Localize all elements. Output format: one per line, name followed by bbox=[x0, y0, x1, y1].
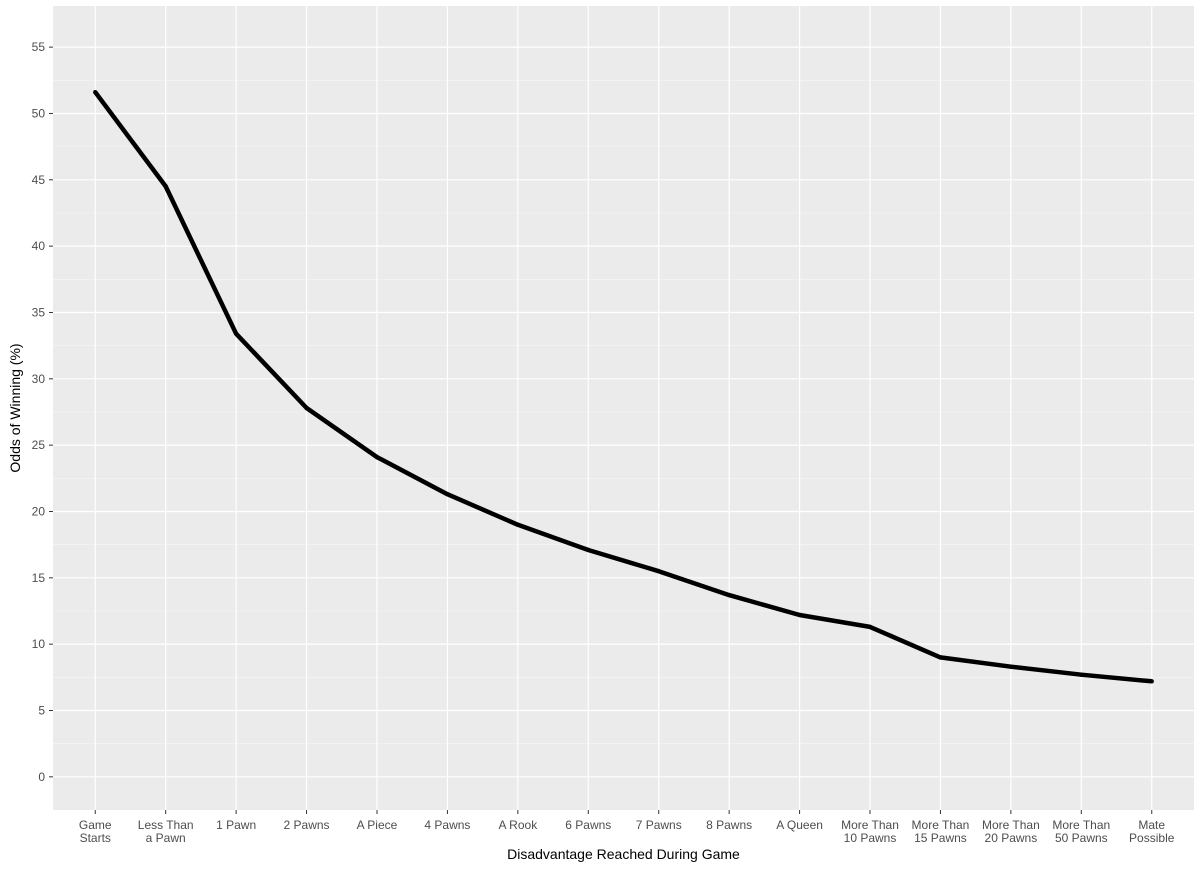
y-tick-label-5: 5 bbox=[38, 703, 45, 717]
x-tick-label-11: More Than 10 Pawns bbox=[841, 818, 899, 845]
y-tick-label-25: 25 bbox=[32, 438, 46, 452]
series-line bbox=[93, 90, 1152, 684]
data-point-8 bbox=[656, 568, 661, 574]
data-point-14 bbox=[1079, 672, 1084, 677]
y-tick-label-55: 55 bbox=[32, 40, 46, 54]
data-point-1 bbox=[163, 184, 168, 189]
x-tick-label-5: 4 Pawns bbox=[424, 818, 470, 832]
data-point-4 bbox=[374, 454, 380, 460]
x-tick-label-7: 6 Pawns bbox=[565, 818, 611, 832]
data-point-6 bbox=[515, 522, 521, 527]
plot-panel bbox=[53, 6, 1194, 810]
x-tick-label-14: More Than 50 Pawns bbox=[1052, 818, 1110, 845]
y-tick-label-30: 30 bbox=[32, 372, 46, 386]
x-tick-label-1: Less Than a Pawn bbox=[138, 818, 194, 845]
x-axis: Game Starts Less Than a Pawn 1 Pawn 2 Pawns A … bbox=[79, 810, 1175, 845]
y-axis: 0 5 10 15 20 25 30 35 40 45 50 55 bbox=[32, 40, 53, 784]
data-point-15 bbox=[1149, 679, 1154, 684]
y-tick-label-20: 20 bbox=[32, 504, 46, 518]
data-point-7 bbox=[586, 547, 591, 553]
y-tick-label-40: 40 bbox=[32, 239, 46, 253]
x-tick-label-6: A Rook bbox=[499, 818, 539, 832]
series-layer bbox=[93, 90, 1154, 684]
y-tick-label-45: 45 bbox=[32, 173, 46, 187]
x-tick-label-0: Game Starts bbox=[79, 818, 112, 845]
x-tick-label-13: More Than 20 Pawns bbox=[982, 818, 1040, 845]
data-point-3 bbox=[304, 405, 309, 411]
x-tick-label-12: More Than 15 Pawns bbox=[912, 818, 970, 845]
x-axis-title: Disadvantage Reached During Game bbox=[507, 846, 740, 862]
x-tick-label-8: 7 Pawns bbox=[636, 818, 682, 832]
data-point-11 bbox=[867, 624, 873, 630]
x-tick-label-15: Mate Possible bbox=[1129, 818, 1175, 845]
data-point-2 bbox=[233, 331, 239, 336]
x-tick-label-2: 1 Pawn bbox=[216, 818, 256, 832]
data-point-10 bbox=[797, 612, 802, 618]
x-tick-label-10: A Queen bbox=[776, 818, 823, 832]
data-point-0 bbox=[93, 90, 98, 95]
y-tick-label-10: 10 bbox=[32, 637, 46, 651]
x-tick-label-4: A Piece bbox=[357, 818, 398, 832]
data-point-5 bbox=[445, 492, 450, 497]
y-axis-title: Odds of Winning (%) bbox=[7, 343, 23, 472]
y-tick-label-0: 0 bbox=[38, 770, 45, 784]
y-tick-label-35: 35 bbox=[32, 305, 46, 319]
data-point-13 bbox=[1008, 664, 1014, 669]
x-tick-label-9: 8 Pawns bbox=[706, 818, 752, 832]
data-point-9 bbox=[726, 592, 732, 598]
data-point-12 bbox=[938, 655, 943, 660]
minor-gridlines bbox=[53, 79, 1194, 744]
y-tick-label-50: 50 bbox=[32, 106, 46, 120]
x-tick-label-3: 2 Pawns bbox=[284, 818, 330, 832]
y-tick-label-15: 15 bbox=[32, 571, 46, 585]
